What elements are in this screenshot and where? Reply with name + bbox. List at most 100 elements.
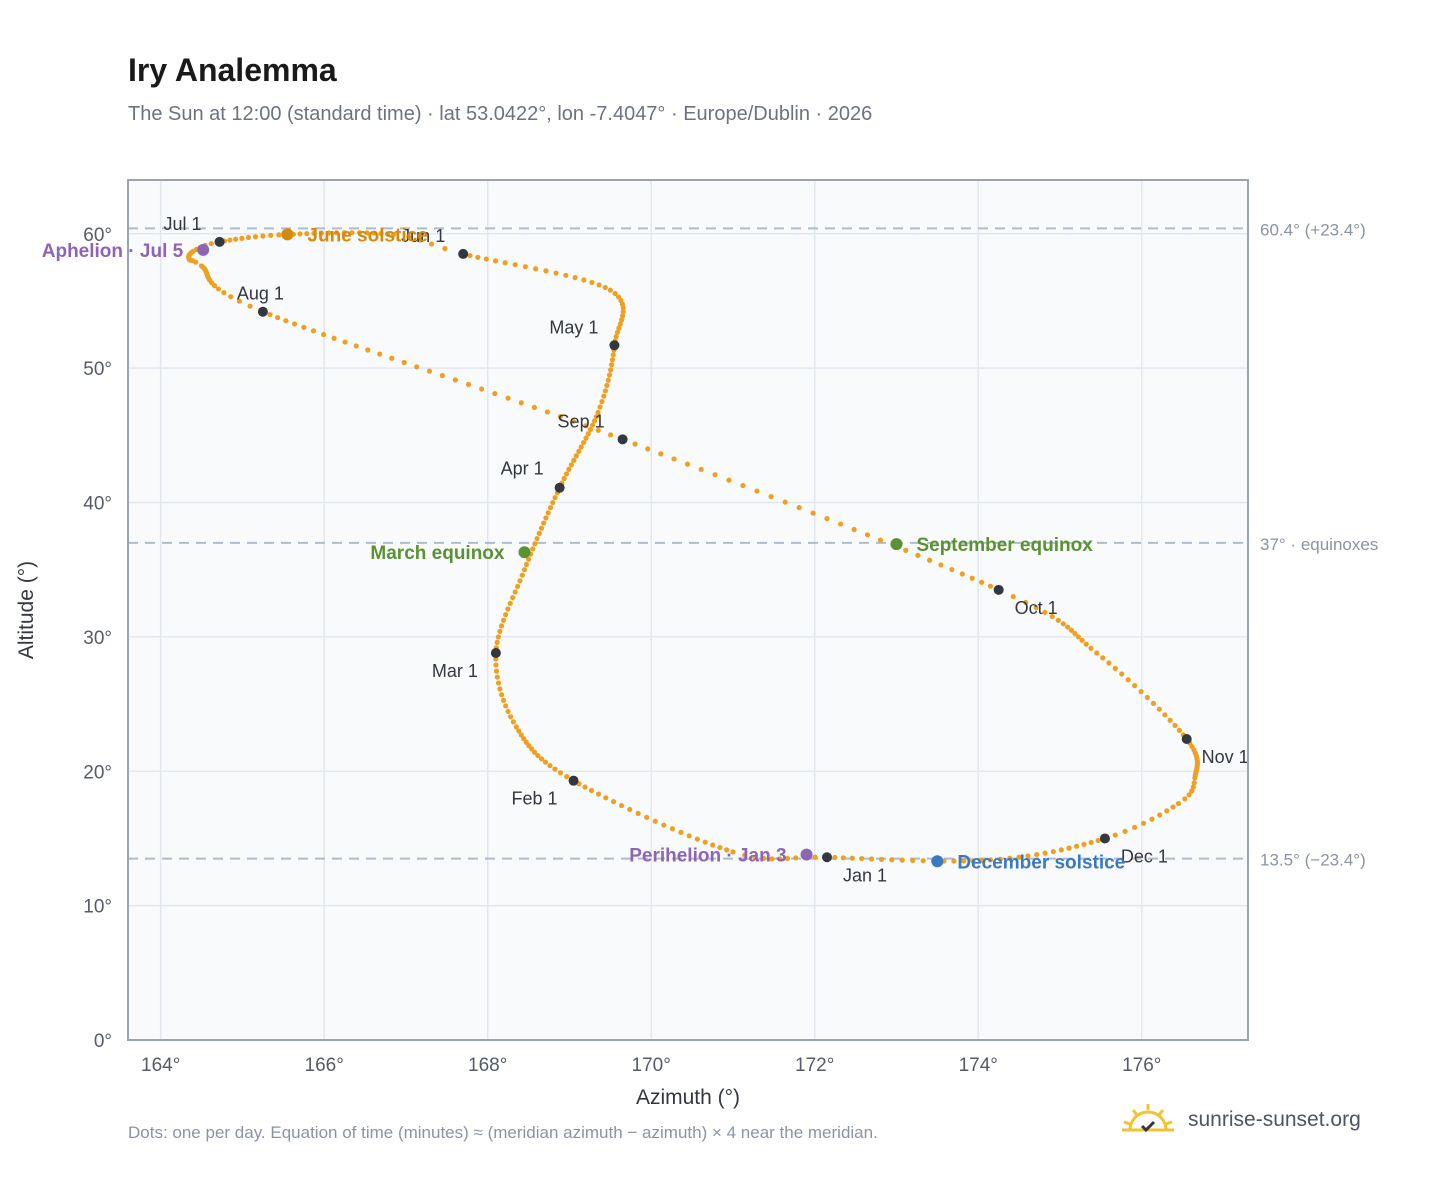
daily-sun-dot [500, 617, 507, 623]
event-label: March equinox [370, 543, 505, 564]
daily-sun-dot [613, 334, 619, 340]
month-start-marker [458, 248, 469, 259]
y-tick-label: 40° [83, 494, 112, 515]
reference-lines: 60.4° (+23.4°) 37° · equinoxes 13.5° (−23.… [128, 220, 1378, 870]
daily-sun-dot [658, 451, 664, 457]
daily-sun-dot [1083, 641, 1089, 647]
month-start-marker [490, 648, 501, 658]
daily-sun-dot [260, 233, 266, 239]
daily-sun-dot [552, 495, 558, 501]
daily-sun-dot [768, 493, 774, 500]
month-start-label: May 1 [549, 317, 598, 337]
daily-sun-dot [508, 714, 514, 720]
daily-sun-dot [417, 237, 424, 243]
daily-sun-dot [333, 230, 340, 236]
daily-sun-dot [428, 241, 435, 247]
daily-sun-dot [1034, 851, 1040, 858]
daily-sun-dot [530, 546, 536, 552]
daily-sun-dot [571, 457, 577, 463]
daily-sun-dot [1094, 650, 1100, 656]
daily-sun-dot [595, 409, 601, 416]
daily-sun-dot [616, 325, 622, 331]
daily-sun-dot [475, 254, 481, 260]
daily-sun-dot [997, 856, 1003, 862]
x-tick-label: 170° [632, 1055, 671, 1076]
daily-sun-dot [612, 290, 618, 297]
daily-sun-dot [553, 270, 559, 276]
daily-sun-dot [518, 732, 524, 738]
daily-sun-dot [602, 284, 608, 291]
daily-sun-dot [740, 482, 746, 489]
chart-subtitle: The Sun at 12:00 (standard time) · lat 5… [128, 103, 873, 125]
daily-sun-dot [538, 525, 545, 531]
daily-sun-dot [595, 427, 601, 433]
daily-sun-dot [712, 472, 718, 478]
x-tick-label: 166° [305, 1055, 344, 1076]
daily-sun-dot [589, 422, 596, 428]
y-axis-label: Altitude (°) [15, 561, 38, 659]
daily-sun-dot [349, 230, 355, 236]
daily-sun-dot [599, 398, 605, 405]
daily-sun-dot [969, 575, 975, 581]
daily-sun-dot [578, 444, 584, 450]
daily-sun-dot [513, 724, 519, 730]
daily-sun-dot [587, 426, 594, 433]
daily-sun-dot [610, 352, 616, 358]
month-start-label: Apr 1 [501, 459, 544, 479]
event-marker [197, 243, 210, 256]
daily-sun-dot [1010, 593, 1016, 600]
daily-sun-dot [1095, 837, 1101, 844]
daily-sun-dot [603, 795, 609, 801]
daily-sun-dot [899, 857, 905, 863]
daily-sun-dot [710, 842, 716, 848]
daily-sun-dot [961, 858, 967, 864]
month-start-label: Jun 1 [401, 226, 445, 246]
daily-sun-dot [1023, 599, 1029, 606]
daily-sun-dot [915, 552, 921, 558]
month-start-label: Oct 1 [1015, 598, 1058, 618]
daily-sun-dot [1176, 727, 1183, 733]
daily-sun-dot [538, 756, 545, 762]
daily-sun-dot [532, 541, 538, 547]
daily-sun-dot [1125, 677, 1131, 683]
daily-sun-dot [236, 298, 242, 304]
daily-sun-dot [589, 279, 595, 286]
daily-sun-dot [620, 309, 626, 315]
month-start-label: Dec 1 [1121, 846, 1168, 866]
daily-sun-dot [414, 364, 420, 370]
daily-sun-dot [331, 335, 337, 341]
daily-sun-dot [563, 471, 570, 477]
daily-sun-dot [245, 234, 252, 241]
daily-sun-dot [910, 857, 916, 864]
daily-sun-dot [1156, 706, 1162, 712]
brand[interactable]: sunrise-sunset.org [1120, 1102, 1361, 1138]
daily-sun-dot [378, 230, 384, 236]
daily-sun-dot [467, 252, 473, 259]
daily-sun-dot [877, 537, 884, 543]
daily-sun-dot [215, 286, 222, 292]
daily-sun-dot [1088, 645, 1094, 651]
daily-sun-dot [519, 572, 525, 578]
daily-sun-dot [310, 328, 317, 334]
month-start-marker [617, 434, 628, 445]
daily-sun-dot [377, 351, 383, 357]
daily-sun-dot [619, 317, 625, 323]
daily-sun-dot [563, 272, 569, 278]
daily-sun-dot [889, 857, 895, 863]
daily-sun-dot [724, 847, 730, 853]
daily-sun-dot [283, 318, 289, 324]
plot-area [128, 180, 1248, 1040]
daily-sun-dot [532, 749, 538, 755]
daily-sun-dot [533, 266, 539, 272]
y-tick-label: 20° [83, 762, 112, 783]
daily-sun-dot [698, 466, 704, 472]
daily-sun-dot [1060, 621, 1066, 627]
daily-sun-dot [499, 692, 505, 698]
daily-sun-dot [979, 579, 985, 585]
daily-sun-dot [581, 277, 587, 283]
event-marker [281, 228, 294, 241]
daily-sun-dot [493, 662, 499, 668]
daily-sun-dot [686, 833, 692, 839]
daily-sun-dot [497, 628, 503, 635]
daily-sun-dot [523, 561, 530, 568]
